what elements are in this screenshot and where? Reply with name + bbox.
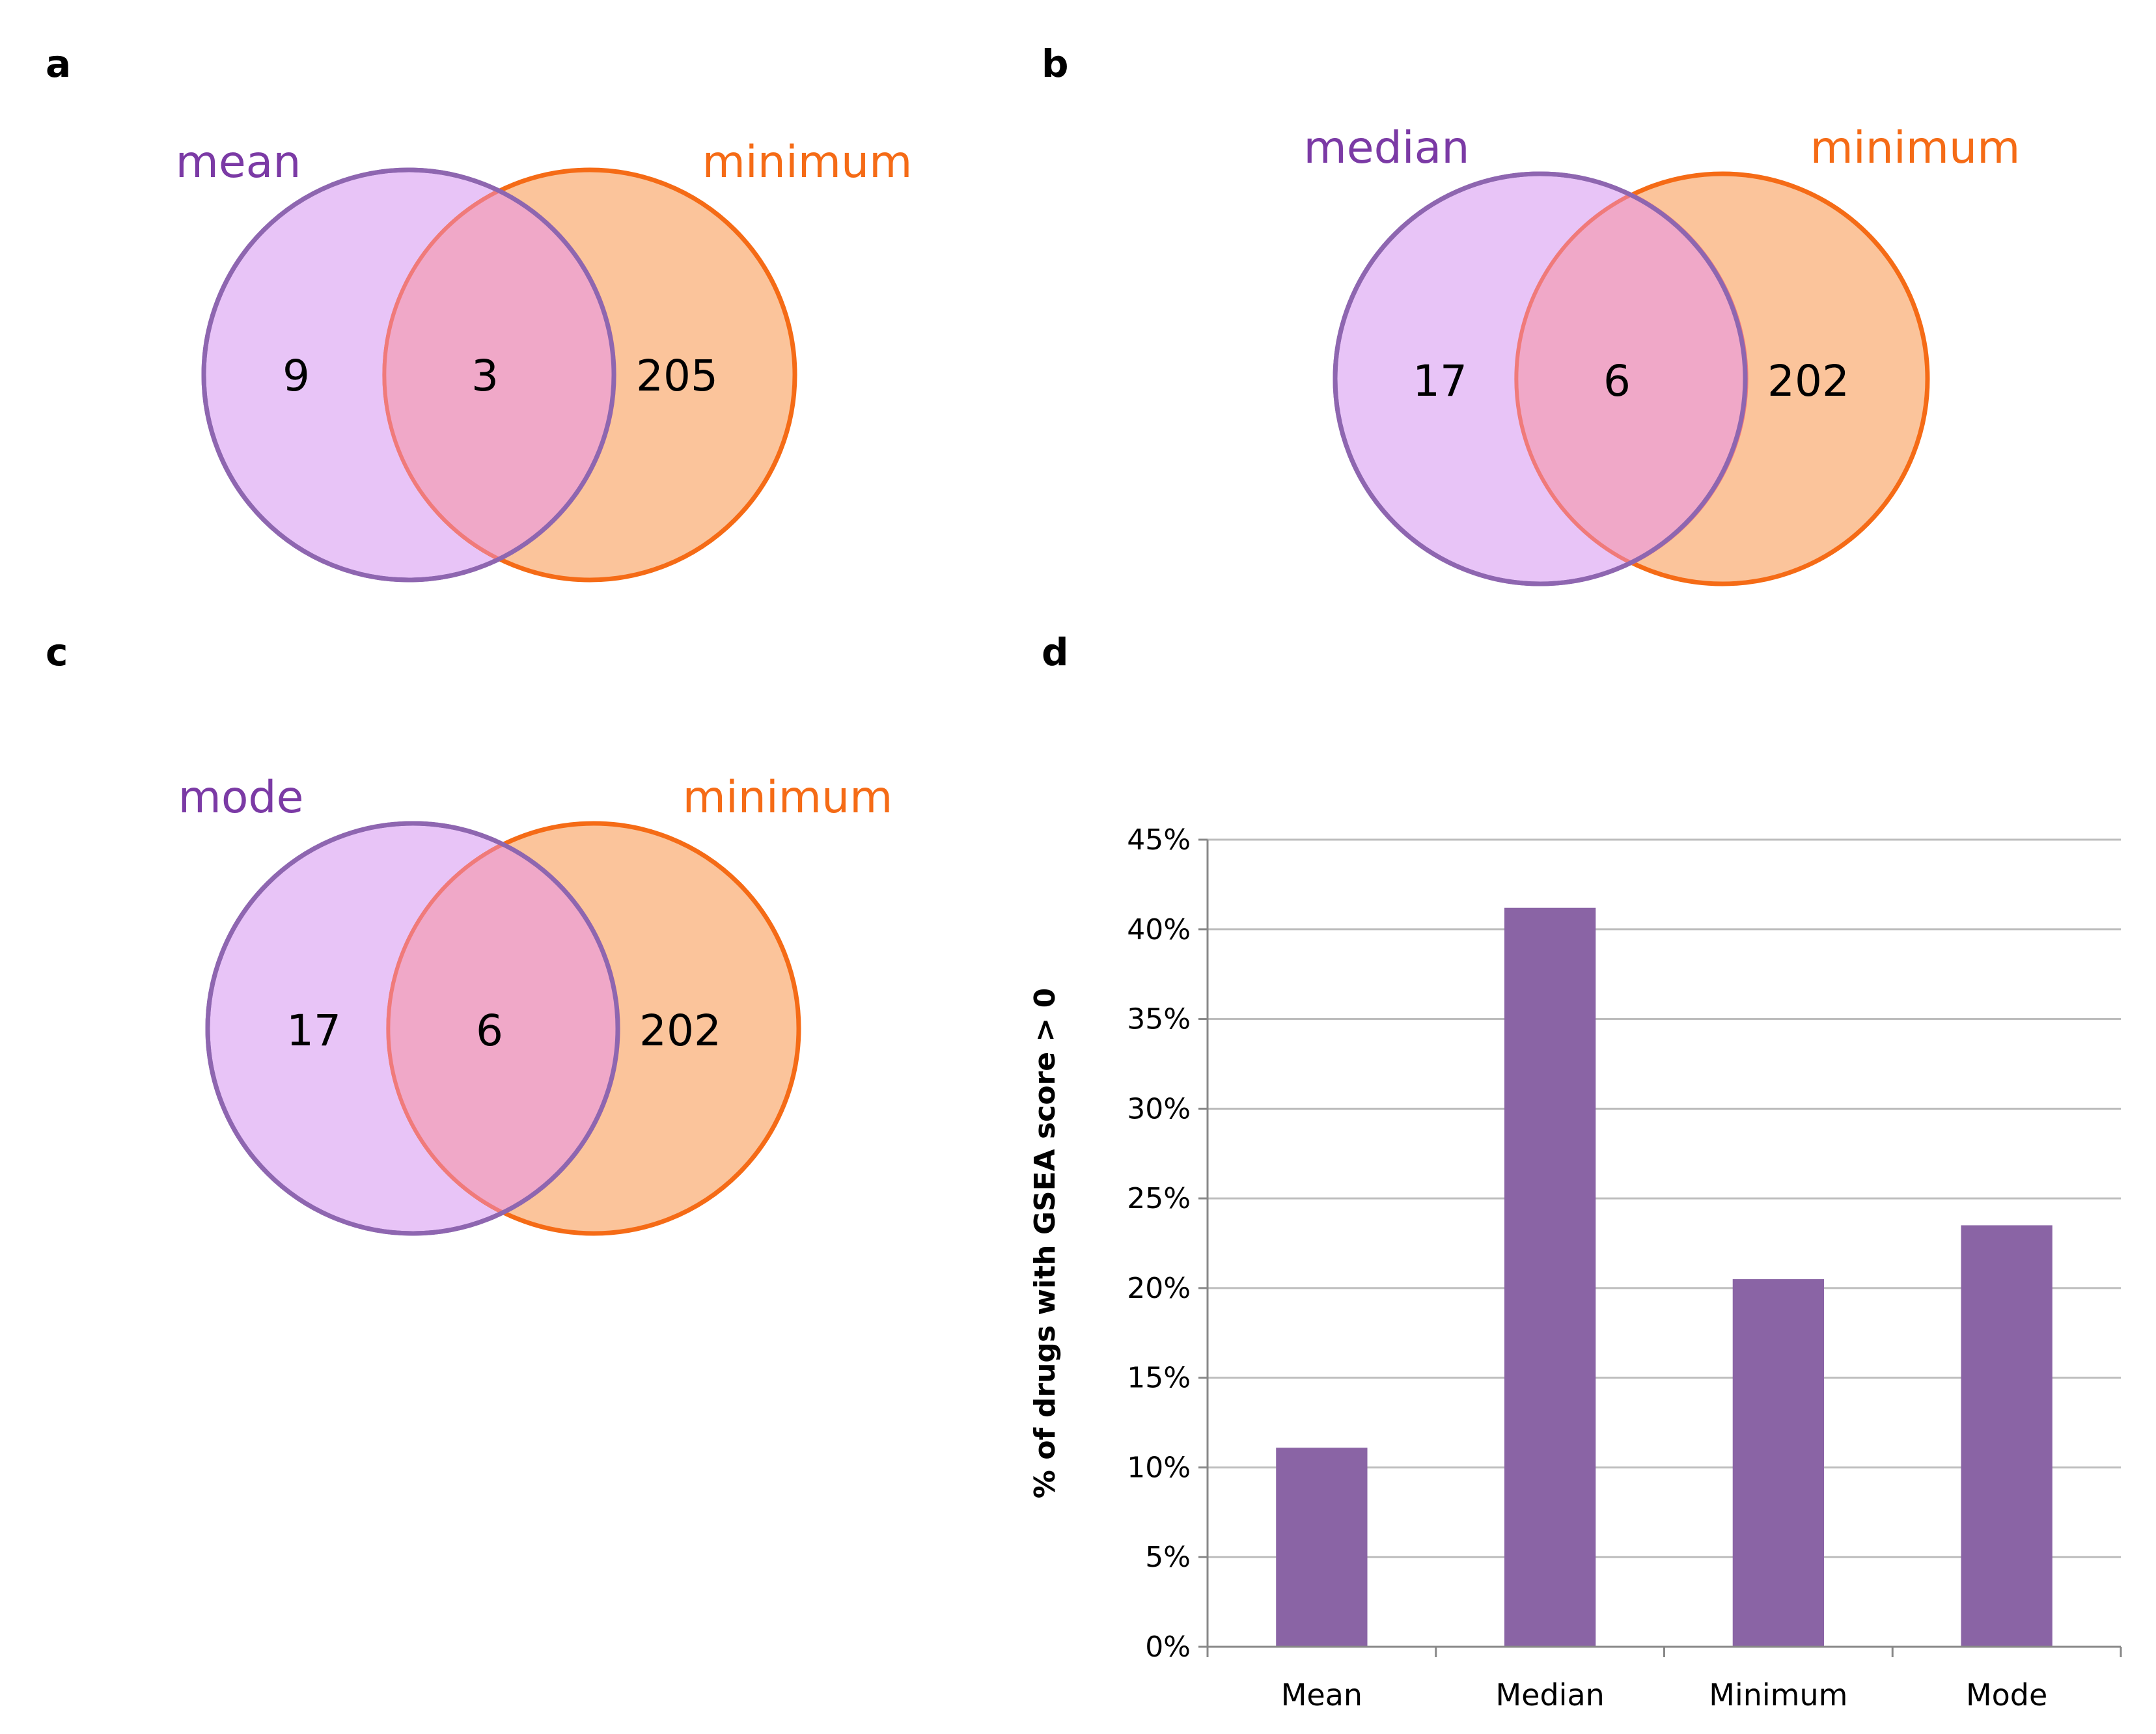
- y-tick-label-6: 30%: [1127, 1092, 1191, 1125]
- bar-mode: [1961, 1225, 2052, 1647]
- venn-b-right-label: minimum: [1810, 122, 2021, 174]
- venn-b-overlap-count: 6: [1603, 356, 1631, 406]
- venn-c-left-count: 17: [286, 1006, 341, 1056]
- chart-bars: [1276, 907, 2052, 1647]
- category-label-median: Median: [1495, 1677, 1604, 1713]
- chart-y-axis-title: % of drugs with GSEA score > 0: [1029, 988, 1062, 1498]
- panel-letter-b: b: [1042, 42, 1069, 86]
- panel-c: c mode minimum 17 6 202: [46, 630, 893, 1236]
- venn-b-left-label: median: [1304, 122, 1470, 174]
- y-tick-label-0: 0%: [1145, 1631, 1191, 1664]
- venn-a-left-label: mean: [176, 137, 301, 188]
- venn-b-left-outline: [1333, 171, 1748, 586]
- y-tick-label-2: 10%: [1127, 1451, 1191, 1484]
- bar-median: [1504, 907, 1596, 1647]
- category-label-mode: Mode: [1966, 1677, 2047, 1713]
- venn-a-left-outline: [201, 167, 616, 583]
- category-label-mean: Mean: [1281, 1677, 1362, 1713]
- panel-a: a mean minimum 9 3 205: [46, 42, 913, 583]
- venn-a-right-count: 205: [636, 351, 718, 401]
- panel-b: b median minimum 17 6 202: [1042, 42, 2021, 586]
- venn-a-right-label: minimum: [702, 137, 913, 188]
- chart-y-tick-labels: 0% 5% 10% 15% 20% 25% 30% 35% 40% 45%: [1127, 823, 1191, 1664]
- chart-category-labels: Mean Median Minimum Mode: [1281, 1677, 2048, 1713]
- venn-c-left-outline: [205, 821, 620, 1236]
- venn-b-left-count: 17: [1413, 356, 1467, 406]
- venn-a-overlap-count: 3: [471, 351, 499, 401]
- bar-minimum: [1732, 1279, 1825, 1647]
- panel-letter-c: c: [46, 630, 68, 674]
- y-tick-label-9: 45%: [1127, 823, 1191, 857]
- chart-axes: [1198, 838, 2122, 1657]
- bar-mean: [1276, 1448, 1368, 1647]
- venn-c-right-count: 202: [639, 1006, 721, 1056]
- y-tick-label-8: 40%: [1127, 913, 1191, 946]
- panel-letter-a: a: [46, 42, 71, 86]
- y-tick-label-4: 20%: [1127, 1272, 1191, 1305]
- panel-d: d 0% 5% 10% 15% 20% 25% 30% 35% 40% 45% Mean Media…: [1029, 630, 2122, 1713]
- venn-c-left-label: mode: [178, 772, 304, 823]
- venn-a-left-count: 9: [283, 351, 310, 401]
- category-label-minimum: Minimum: [1709, 1677, 1847, 1713]
- venn-b-right-count: 202: [1767, 356, 1849, 406]
- y-tick-label-5: 25%: [1127, 1182, 1191, 1215]
- venn-c-right-label: minimum: [683, 772, 893, 823]
- y-tick-label-3: 15%: [1127, 1362, 1191, 1395]
- y-tick-label-1: 5%: [1145, 1541, 1191, 1574]
- y-tick-label-7: 35%: [1127, 1003, 1191, 1036]
- venn-c-overlap-count: 6: [476, 1006, 503, 1056]
- panel-letter-d: d: [1042, 630, 1069, 674]
